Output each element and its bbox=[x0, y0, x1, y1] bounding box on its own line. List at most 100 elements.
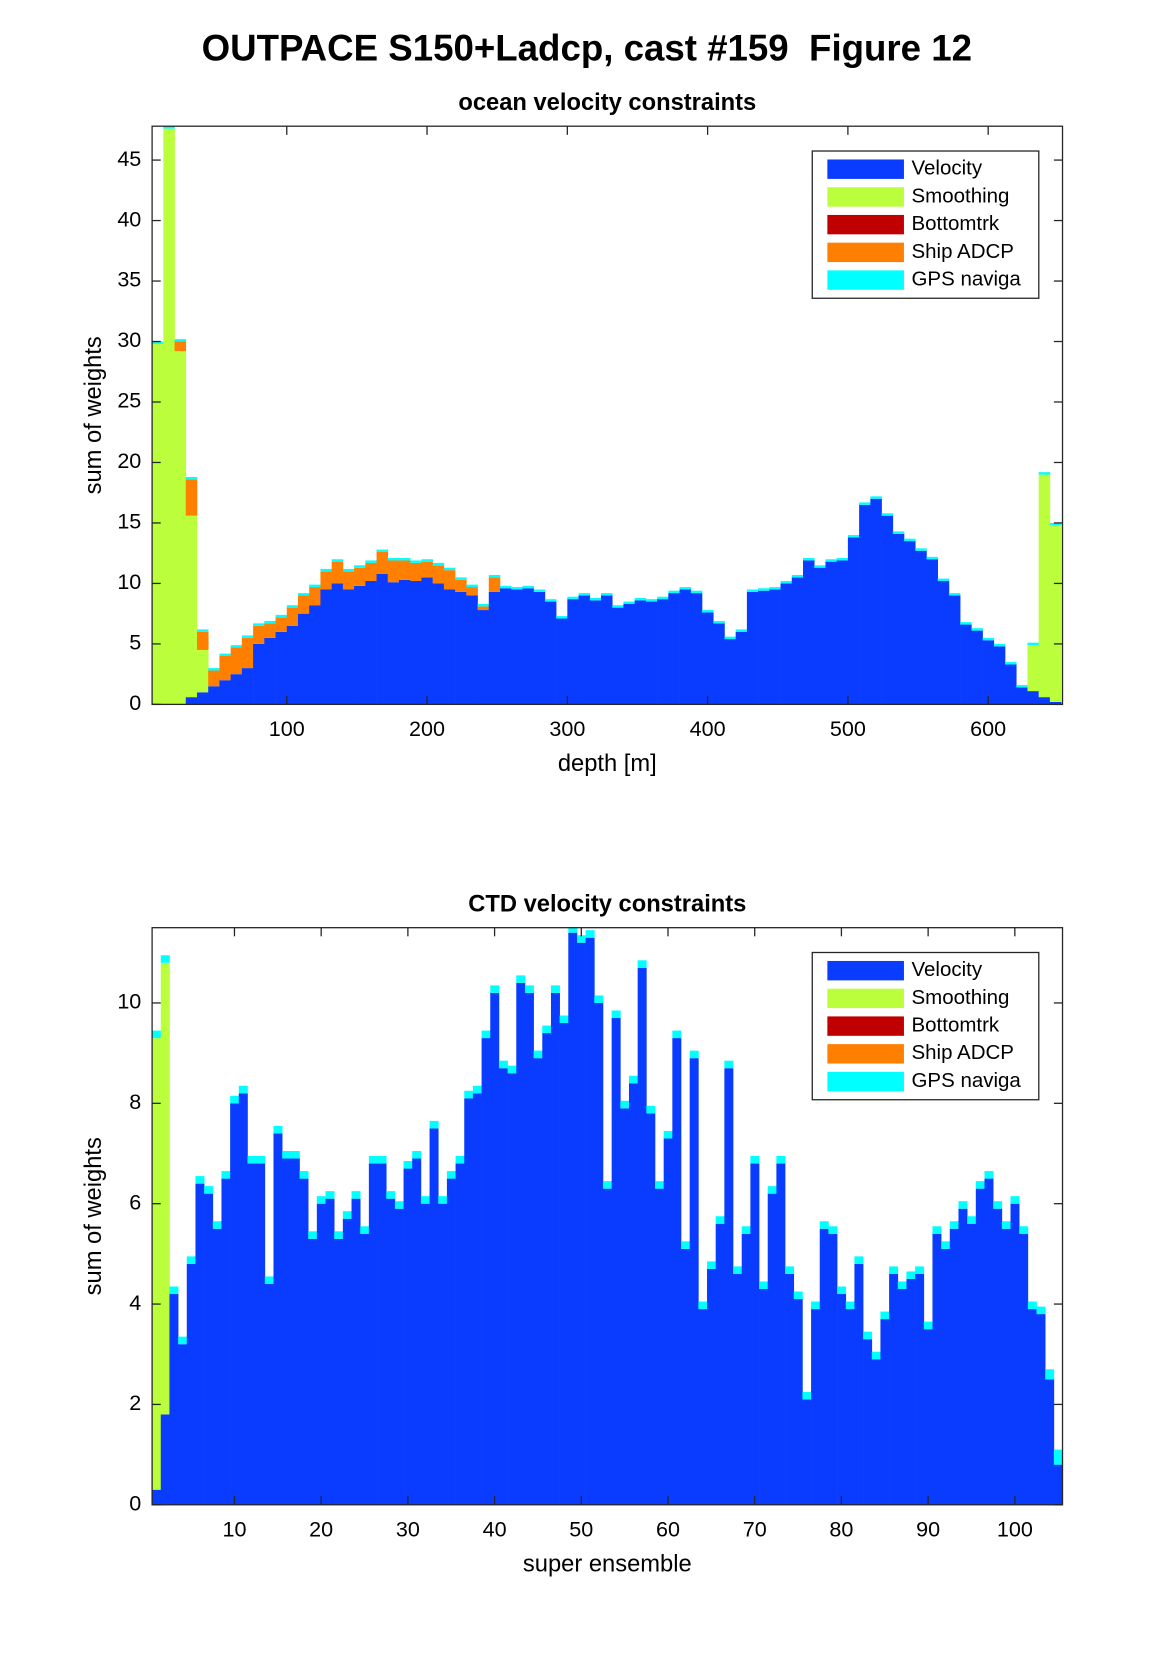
bar-segment bbox=[847, 537, 860, 705]
bar-segment bbox=[915, 548, 927, 551]
bar-segment bbox=[152, 343, 164, 705]
bar-segment bbox=[297, 595, 310, 614]
bar-segment bbox=[881, 515, 894, 705]
bar-segment bbox=[793, 1291, 803, 1300]
bar-segment bbox=[646, 1105, 656, 1114]
bar-segment bbox=[208, 686, 220, 705]
y-tick-label: 15 bbox=[117, 509, 141, 534]
bar-segment bbox=[488, 577, 501, 592]
bar-segment bbox=[169, 1294, 179, 1505]
bar-segment bbox=[1038, 472, 1051, 475]
bar-segment bbox=[351, 1198, 361, 1505]
bar-segment bbox=[516, 975, 526, 983]
bar-segment bbox=[769, 589, 781, 705]
legend-swatch bbox=[827, 960, 904, 981]
bar-segment bbox=[897, 1289, 907, 1505]
bar-segment bbox=[230, 647, 243, 675]
bar-segment bbox=[776, 1156, 786, 1164]
bar-segment bbox=[759, 1281, 769, 1290]
bar-segment bbox=[446, 1178, 456, 1505]
bar-segment bbox=[438, 1196, 448, 1204]
bars bbox=[152, 927, 1063, 1505]
bar-segment bbox=[174, 351, 187, 705]
bar-segment bbox=[511, 587, 523, 590]
bar-segment bbox=[971, 630, 983, 705]
bar-segment bbox=[750, 1163, 760, 1505]
bar-segment bbox=[567, 599, 579, 705]
bar-segment bbox=[791, 577, 804, 705]
legend-label: Smoothing bbox=[912, 986, 1010, 1009]
bar-segment bbox=[982, 640, 995, 705]
legend-label: Ship ADCP bbox=[912, 240, 1014, 263]
bar-segment bbox=[524, 992, 534, 1505]
bar-segment bbox=[567, 596, 579, 600]
bar-segment bbox=[594, 1002, 604, 1505]
bar-segment bbox=[750, 1156, 760, 1164]
bar-segment bbox=[759, 1289, 769, 1505]
bar-segment bbox=[993, 1208, 1003, 1505]
bar-segment bbox=[377, 1156, 387, 1164]
bar-segment bbox=[196, 631, 209, 650]
bar-segment bbox=[490, 985, 500, 993]
bar-segment bbox=[645, 601, 658, 705]
bar-segment bbox=[1005, 664, 1017, 705]
bar-segment bbox=[466, 587, 478, 596]
bar-segment bbox=[403, 1168, 413, 1505]
bar-segment bbox=[1016, 687, 1028, 705]
x-tick-label: 80 bbox=[829, 1516, 853, 1541]
bar-segment bbox=[412, 1158, 422, 1505]
bar-segment bbox=[273, 1133, 283, 1505]
bar-segment bbox=[394, 1208, 404, 1505]
bar-segment bbox=[803, 560, 815, 705]
bar-segment bbox=[320, 589, 332, 705]
bar-segment bbox=[1049, 701, 1062, 705]
bar-segment bbox=[646, 1113, 656, 1505]
bar-segment bbox=[544, 599, 557, 602]
bar-segment bbox=[325, 1198, 335, 1505]
bar-segment bbox=[600, 593, 613, 596]
bar-segment bbox=[354, 585, 366, 705]
bar-segment bbox=[410, 560, 422, 563]
bar-segment bbox=[299, 1178, 309, 1505]
x-tick-label: 30 bbox=[396, 1516, 420, 1541]
bar-segment bbox=[499, 588, 512, 705]
bar-segment bbox=[185, 476, 198, 480]
bar-segment bbox=[466, 595, 478, 705]
bar-segment bbox=[331, 561, 344, 584]
bar-segment bbox=[533, 591, 546, 705]
bar-segment bbox=[169, 1286, 179, 1295]
bar-segment bbox=[767, 1186, 777, 1194]
bar-segment bbox=[264, 623, 276, 638]
bar-segment bbox=[814, 565, 826, 568]
bar-segment bbox=[472, 1093, 482, 1505]
bar-segment bbox=[533, 1058, 543, 1505]
bar-segment bbox=[443, 567, 456, 571]
bar-segment bbox=[904, 538, 916, 542]
bar-segment bbox=[690, 590, 703, 594]
bar-segment bbox=[690, 593, 703, 705]
bar-segment bbox=[320, 571, 332, 590]
bar-segment bbox=[308, 1231, 318, 1239]
bar-segment bbox=[623, 601, 635, 604]
y-axis-label: sum of weights bbox=[81, 1137, 107, 1295]
bar-segment bbox=[819, 1228, 829, 1505]
bar-segment bbox=[398, 558, 411, 561]
bar-segment bbox=[264, 1276, 274, 1284]
bar-segment bbox=[735, 629, 748, 632]
bar-segment bbox=[880, 1311, 890, 1320]
y-tick-label: 30 bbox=[117, 327, 141, 352]
bar-segment bbox=[334, 1231, 344, 1239]
bar-segment bbox=[960, 622, 972, 625]
bar-segment bbox=[589, 600, 602, 705]
bar-segment bbox=[689, 1050, 699, 1059]
bar-segment bbox=[186, 1263, 196, 1505]
bar-segment bbox=[556, 618, 568, 705]
bar-segment bbox=[746, 589, 759, 592]
bar-segment bbox=[785, 1273, 795, 1505]
bar-segment bbox=[309, 605, 321, 705]
bar-segment bbox=[634, 600, 647, 705]
bar-segment bbox=[1053, 1449, 1063, 1465]
bar-segment bbox=[657, 596, 669, 600]
bar-segment bbox=[735, 631, 748, 705]
bar-segment bbox=[892, 533, 905, 705]
